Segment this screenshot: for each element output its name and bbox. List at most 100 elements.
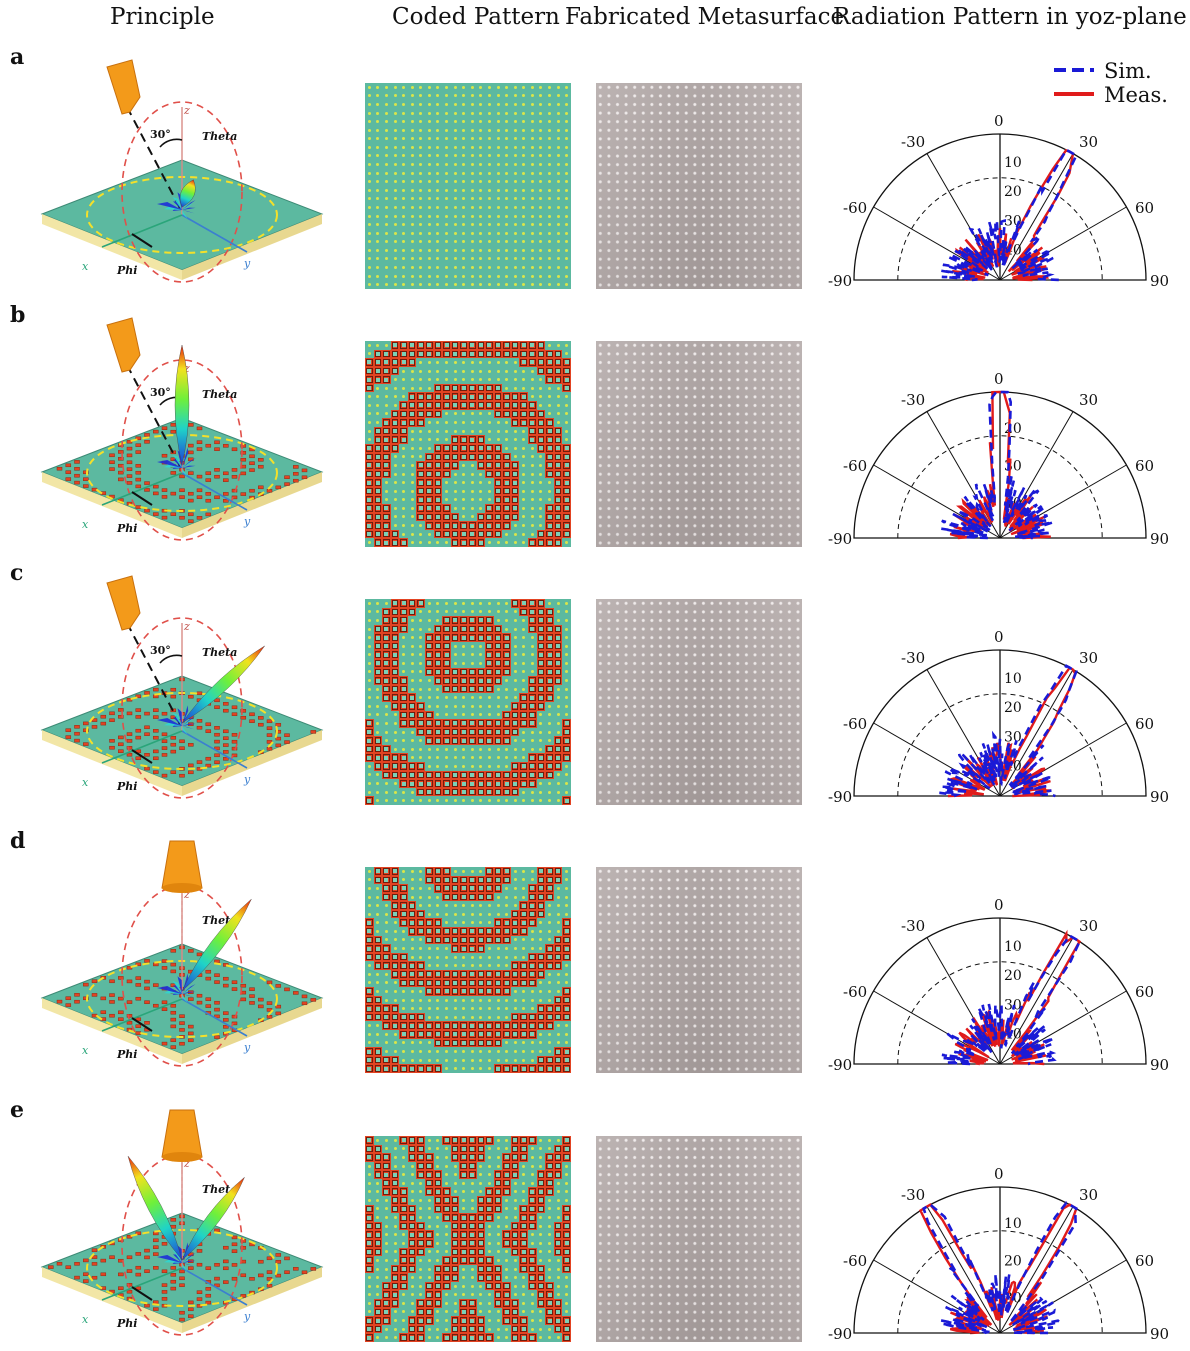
coded-cell: [467, 443, 477, 453]
polar-radial-tick: 20: [1004, 184, 1022, 200]
coded-cell: [468, 1265, 477, 1274]
coded-cell: [416, 659, 425, 668]
board-coded-element: [83, 1258, 89, 1263]
coded-cell: [450, 392, 460, 402]
scattered-lobe: [182, 465, 196, 468]
coded-cell: [425, 693, 434, 702]
coded-cell: [528, 1039, 537, 1048]
coded-cell: [365, 246, 374, 255]
coded-cell: [468, 246, 477, 255]
coded-cell: [510, 1030, 520, 1039]
board-coded-element: [231, 447, 238, 452]
coded-cell: [433, 927, 443, 936]
coded-cell: [485, 910, 494, 919]
coded-cell: [562, 796, 571, 805]
coded-cell: [467, 787, 477, 797]
coded-cell: [467, 779, 477, 788]
coded-cell: [519, 1264, 529, 1274]
coded-cell: [477, 418, 486, 427]
coded-cell: [365, 435, 374, 444]
coded-cell: [528, 1230, 537, 1239]
coded-cell: [562, 910, 571, 919]
principle-illustration: z y x Phi Theta 30°: [32, 52, 332, 292]
coded-cell: [374, 1030, 383, 1039]
coded-cell: [365, 901, 374, 910]
coded-cell: [451, 272, 460, 281]
coded-cell: [434, 538, 443, 547]
scattered-lobe: [157, 202, 182, 210]
coded-cell: [450, 1021, 460, 1031]
coded-cell: [477, 487, 486, 496]
coded-cell: [485, 616, 494, 625]
coded-cell: [425, 796, 434, 805]
coded-cell: [391, 927, 400, 936]
coded-cell: [425, 1299, 434, 1308]
coded-cell: [528, 177, 537, 186]
coded-cell: [537, 203, 546, 212]
coded-cell: [451, 487, 460, 496]
principle-illustration: z y x Phi Theta: [32, 1105, 332, 1345]
coded-cell: [459, 624, 468, 634]
coded-cell: [468, 1187, 477, 1196]
coded-cell: [494, 418, 503, 427]
coded-cell: [485, 1316, 494, 1325]
coded-cell: [450, 1196, 460, 1205]
coded-cell: [502, 1238, 511, 1248]
coded-cell: [365, 650, 374, 659]
horn-aperture: [162, 1152, 202, 1162]
coded-cell: [468, 143, 477, 152]
coded-cell: [502, 1230, 511, 1239]
coded-cell: [451, 220, 460, 229]
coded-cell: [374, 392, 383, 401]
coded-cell: [390, 1299, 400, 1308]
polar-angle-tick: 60: [1135, 983, 1154, 1001]
coded-cell: [467, 1136, 477, 1145]
coded-cell: [528, 624, 537, 634]
board-coded-element: [56, 1261, 63, 1266]
coded-cell: [442, 1021, 451, 1031]
board-coded-element: [144, 440, 150, 444]
coded-cell: [562, 1021, 571, 1030]
coded-cell: [451, 246, 460, 255]
coded-cell: [476, 684, 486, 694]
coded-cell: [477, 143, 486, 152]
board-coded-element: [196, 1297, 203, 1301]
coded-cell: [416, 685, 425, 694]
coded-cell: [442, 229, 451, 238]
coded-cell: [442, 935, 451, 945]
coded-cell: [433, 504, 443, 513]
board-coded-element: [258, 458, 264, 462]
coded-cell: [459, 762, 468, 771]
coded-cell: [425, 177, 434, 186]
coded-cell: [450, 349, 460, 359]
coded-cell: [545, 1055, 554, 1065]
coded-cell: [390, 969, 400, 979]
coded-cell: [408, 1004, 417, 1013]
coded-cell: [545, 910, 554, 919]
coded-cell: [451, 1047, 460, 1056]
coded-cell: [537, 220, 546, 229]
board-coded-element: [65, 1003, 72, 1007]
coded-cell: [494, 1162, 503, 1171]
coded-cell: [391, 711, 400, 720]
coded-cell: [493, 478, 503, 487]
coded-cell: [459, 650, 468, 659]
coded-cell: [433, 495, 443, 505]
coded-cell: [468, 134, 477, 143]
coded-cell: [450, 987, 460, 996]
coded-cell: [562, 1196, 571, 1205]
board-coded-element: [170, 949, 177, 953]
coded-cell: [451, 608, 460, 617]
coded-cell: [519, 263, 528, 272]
coded-cell: [442, 787, 451, 797]
coded-cell: [510, 504, 520, 513]
coded-cell: [510, 1144, 520, 1154]
coded-cell: [391, 504, 400, 513]
coded-cell: [485, 1170, 494, 1179]
coded-cell: [407, 1256, 417, 1265]
coded-cell: [416, 787, 426, 797]
coded-cell: [365, 876, 374, 885]
coded-cell: [562, 753, 571, 763]
coded-cell: [562, 538, 571, 547]
polar-angle-tick: 90: [1150, 1325, 1169, 1343]
